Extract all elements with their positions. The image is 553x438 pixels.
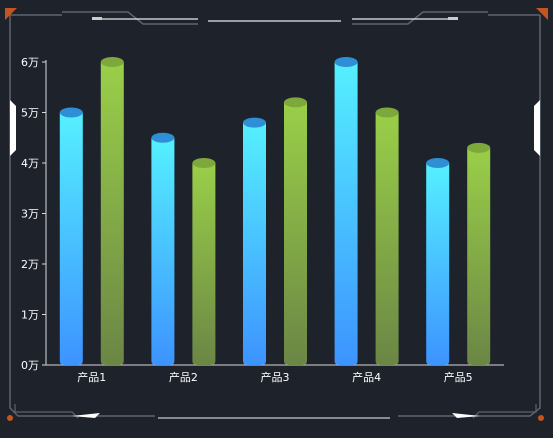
y-tick-label-2: 2万 <box>21 258 39 271</box>
bar-s1-0 <box>100 57 124 365</box>
x-tick-label-2: 产品3 <box>261 370 290 384</box>
bar-cap-s1-0 <box>100 57 124 67</box>
bar-s1-1 <box>192 158 216 365</box>
frame-corner-tr <box>536 8 548 20</box>
bar-body-s0-4 <box>426 163 450 365</box>
bar-body-s1-2 <box>284 102 307 366</box>
bar-s0-4 <box>426 158 450 365</box>
bar-cap-s0-4 <box>426 158 450 168</box>
bar-body-s0-2 <box>243 122 266 365</box>
frame-top-left-deco <box>62 11 198 25</box>
bar-s1-2 <box>284 97 307 366</box>
y-tick-label-0: 0万 <box>21 359 39 372</box>
bar-s0-0 <box>59 107 83 365</box>
x-axis: 产品1 产品2 产品3 产品4 产品5 <box>46 364 504 384</box>
bar-body-s0-1 <box>151 137 175 365</box>
y-tick-label-4: 4万 <box>21 157 39 170</box>
bar-s0-1 <box>151 132 175 365</box>
frame-corner-bl <box>7 415 13 421</box>
frame-corner-tl <box>5 8 17 20</box>
bar-s1-4 <box>467 142 491 365</box>
frame-bottom-right-highlight <box>452 413 480 418</box>
x-tick-label-4: 产品5 <box>444 370 473 384</box>
frame-top-right-block <box>448 17 458 20</box>
bar-cap-s1-1 <box>192 158 216 168</box>
bar-s0-2 <box>243 117 266 365</box>
bar-body-s0-0 <box>59 112 83 365</box>
y-tick-label-1: 1万 <box>21 309 39 322</box>
x-tick-label-1: 产品2 <box>169 370 198 384</box>
bar-cap-s1-4 <box>467 142 491 153</box>
frame-bottom-left-deco <box>14 404 79 419</box>
y-axis: 0万 1万 2万 3万 4万 5万 6万 <box>21 56 47 372</box>
bar-s1-3 <box>375 107 399 365</box>
frame-top-right-deco <box>352 11 488 25</box>
bar-cap-s0-0 <box>59 107 83 118</box>
bar-cap-s0-1 <box>151 132 175 143</box>
y-tick-label-5: 5万 <box>21 107 39 120</box>
frame-side-left <box>10 100 16 156</box>
bar-cap-s1-2 <box>284 97 307 108</box>
x-tick-label-3: 产品4 <box>352 370 381 384</box>
frame-side-right <box>534 100 540 156</box>
x-tick-label-0: 产品1 <box>77 370 106 384</box>
bar-cap-s1-3 <box>375 107 399 118</box>
bar-cap-s0-3 <box>334 57 358 67</box>
bar-s0-3 <box>334 57 358 365</box>
bar-body-s1-3 <box>375 112 399 365</box>
bar-body-s1-1 <box>192 163 216 365</box>
frame-bottom-left-highlight <box>72 413 100 418</box>
bar-body-s0-3 <box>334 62 358 365</box>
bar-body-s1-0 <box>100 62 124 365</box>
frame-bottom-right-deco <box>472 404 537 419</box>
bar-cap-s0-2 <box>243 117 266 128</box>
frame-top-left-block <box>92 17 102 20</box>
y-tick-label-6: 6万 <box>21 56 39 69</box>
bars-group <box>59 57 491 366</box>
frame-corner-br <box>538 415 544 421</box>
bar-body-s1-4 <box>467 147 491 365</box>
y-tick-label-3: 3万 <box>21 208 39 221</box>
